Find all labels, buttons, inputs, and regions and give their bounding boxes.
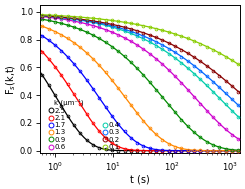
Legend: , 0.4, 0.3, 0.2, 0.1: , 0.4, 0.3, 0.2, 0.1: [104, 115, 120, 150]
Y-axis label: F$_s$(k,t): F$_s$(k,t): [5, 64, 18, 94]
X-axis label: t (s): t (s): [130, 174, 150, 184]
